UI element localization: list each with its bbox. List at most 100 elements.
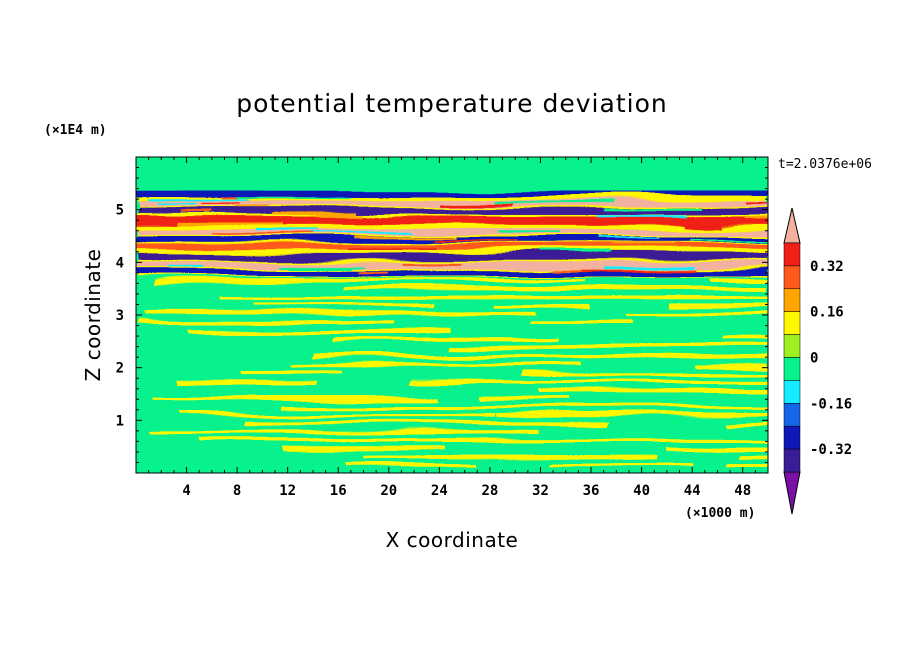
field-streak [720,337,768,342]
field-streak [348,312,535,317]
colorbar-label: -0.32 [810,442,852,458]
field-streak [462,379,717,384]
field-streak [455,438,665,443]
colorbar-label: 0.32 [810,259,844,275]
field-streak [201,438,462,443]
y-tick-label: 2 [116,361,124,377]
x-tick-label: 28 [481,483,498,499]
field-streak [487,421,610,426]
layer-accent [747,202,768,205]
field-streak [519,371,654,376]
field-streak [711,278,768,283]
field-streak [152,396,337,401]
field-streak [552,287,768,291]
field-streak [334,430,416,435]
plot-area [135,156,769,474]
x-tick-label: 8 [233,483,241,499]
x-tick-label: 36 [583,483,600,499]
field-streak [290,362,583,367]
field-streak [447,354,713,359]
layer-band [136,253,768,261]
field-streak [744,464,768,468]
x-tick-label: 44 [684,483,701,499]
x-tick-label: 16 [330,483,347,499]
colorbar-segment [783,311,801,335]
layer-accent [499,230,562,233]
field-streak [176,379,318,384]
field-streak [597,371,743,376]
layer-band [136,190,768,198]
layer-accent [199,203,238,206]
field-streak [187,329,290,333]
x-tick-label: 24 [431,483,448,499]
field-streak [284,447,442,451]
colorbar-segment [783,265,801,290]
field-streak [143,312,355,317]
field-streak [153,320,362,325]
layer-accent [598,236,660,239]
layer-accent [681,222,719,225]
field-streak [151,430,324,435]
field-streak [507,405,768,409]
x-unit-label: (×1000 m) [685,506,755,521]
layer-accent [358,270,389,273]
layer-accent [614,244,676,247]
field-streak [728,421,768,426]
layer-band [136,227,768,234]
layer-accent [402,262,463,265]
layer-accent [609,265,697,268]
field-streak [642,438,768,443]
field-streak [528,320,632,325]
layer-accent [315,215,364,218]
layer-band [136,209,768,216]
field-streak [250,303,432,308]
time-label: t=2.0376e+06 [778,157,872,172]
y-tick-label: 4 [116,255,124,271]
x-tick-label: 20 [380,483,397,499]
field-streak [254,396,433,401]
layer-accent [604,209,705,212]
colorbar-segment [783,380,801,404]
field-streak [245,421,488,426]
field-streak [551,464,692,468]
layer-accent [689,238,768,242]
field-streak [311,430,531,435]
field-streak [493,303,590,308]
layer-accent [209,231,314,234]
layer-accent [168,266,205,269]
field-streak [261,278,588,283]
x-axis-label: X coordinate [386,528,519,552]
colorbar-segment [783,425,801,450]
field-streak [565,413,768,418]
layer-accent [154,203,195,206]
colorbar: 0.32 0.16 0 -0.16 -0.32 [783,207,852,515]
x-tick-label: 40 [633,483,650,499]
field-streak [448,346,583,350]
layer-accent [290,266,353,269]
y-axis: 1 2 3 4 5 [116,167,768,463]
field-streak [279,405,592,409]
layer-band [136,235,768,242]
layer-accent [349,247,435,250]
y-axis-label: Z coordinate [81,249,105,382]
field-streak [668,303,768,308]
field-streak [527,346,738,350]
layer-accent [281,264,366,268]
layer-accent [230,206,265,210]
x-axis: 4 8 12 16 20 24 28 32 36 40 44 48 [148,157,756,499]
layer-accent [178,212,210,215]
y-tick-label: 5 [116,203,124,219]
field-streak [364,455,602,460]
field-streak [332,337,430,342]
colorbar-segment [783,288,801,312]
layer-band [136,243,768,250]
field-streak [312,354,549,359]
field-layer [136,190,768,468]
field-streak [238,371,342,376]
field-streak [624,312,768,317]
field-streak [345,464,476,468]
field-streak [390,337,561,342]
colorbar-top-arrow [783,207,801,244]
x-tick-label: 4 [182,483,190,499]
